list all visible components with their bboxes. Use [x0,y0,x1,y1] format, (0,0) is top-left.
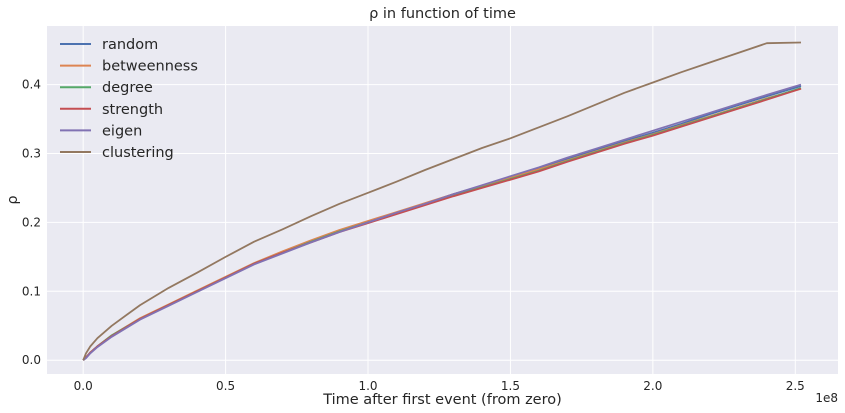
series-lines [82,41,802,361]
x-axis-ticks: 0.0 0.5 1.0 1.5 2.0 2.5 [74,379,805,393]
legend: random betweenness degree strength eigen clus… [60,37,198,161]
legend-label-betweenness: betweenness [102,59,198,75]
y-tick-label: 0.3 [22,146,41,160]
legend-label-random: random [102,37,158,53]
x-tick-label: 1.0 [358,379,377,393]
legend-label-eigen: eigen [102,123,142,139]
y-axis-label: ρ [5,195,21,204]
x-tick-label: 2.0 [643,379,662,393]
x-tick-label: 1.5 [501,379,520,393]
chart-title: ρ in function of time [369,6,516,22]
y-tick-label: 0.1 [22,284,41,298]
legend-label-degree: degree [102,80,153,96]
legend-label-clustering: clustering [102,145,174,161]
legend-label-strength: strength [102,102,163,118]
y-axis-ticks: 0.0 0.1 0.2 0.3 0.4 [22,78,41,368]
x-tick-label: 0.5 [216,379,235,393]
x-tick-label: 0.0 [74,379,93,393]
x-axis-offset-label: 1e8 [815,391,838,405]
y-tick-label: 0.2 [22,215,41,229]
x-axis-label: Time after first event (from zero) [322,392,562,408]
y-tick-label: 0.0 [22,353,41,367]
x-tick-label: 2.5 [786,379,805,393]
y-tick-label: 0.4 [22,78,41,92]
grid [47,26,838,374]
series-line-eigen [82,83,802,361]
series-line-clustering [82,41,802,361]
